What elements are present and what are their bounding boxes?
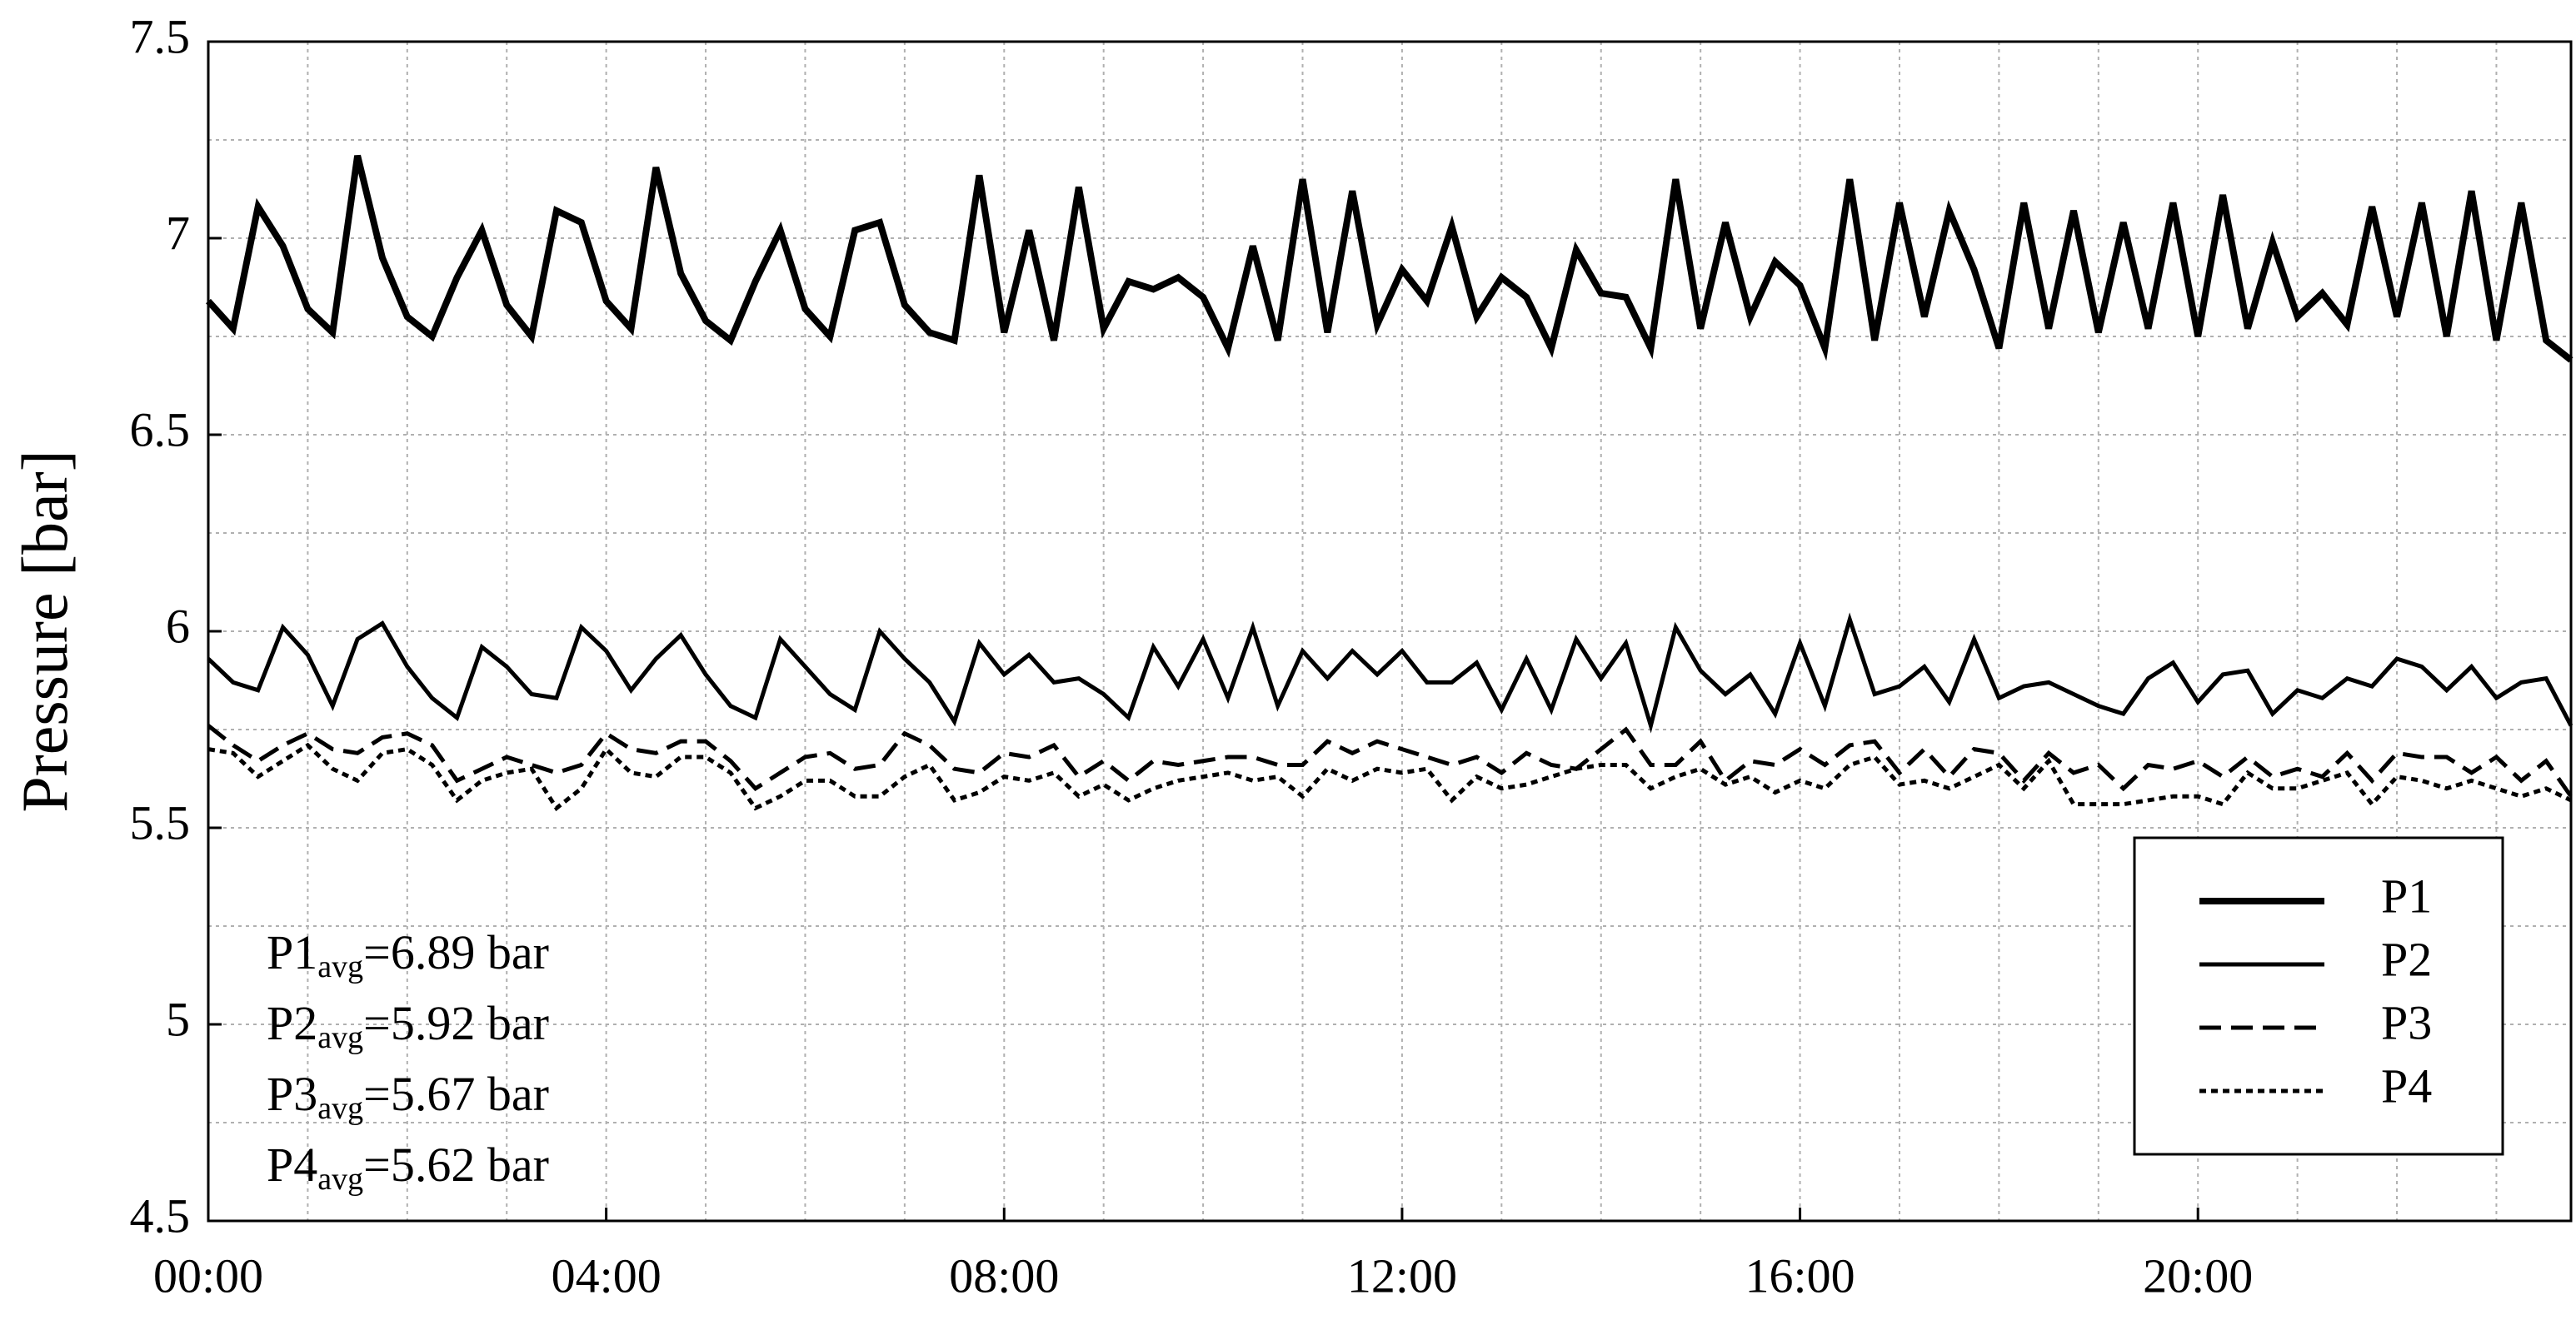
y-tick-label: 6 <box>166 599 190 653</box>
x-tick-label: 16:00 <box>1745 1248 1855 1303</box>
annotation-text: =5.62 bar <box>363 1138 549 1192</box>
y-axis-label: Pressure [bar] <box>8 450 81 812</box>
annotation-text: =5.67 bar <box>363 1067 549 1121</box>
annotation-text: =5.92 bar <box>363 996 549 1050</box>
annotation-subscript: avg <box>317 1020 363 1055</box>
annotation-label: P4 <box>267 1138 317 1192</box>
x-tick-label: 20:00 <box>2143 1248 2253 1303</box>
legend-label: P2 <box>2381 932 2432 986</box>
series-line <box>207 724 2574 798</box>
legend-box <box>2133 836 2504 1156</box>
legend-label: P3 <box>2381 995 2432 1049</box>
x-tick-label: 00:00 <box>153 1248 263 1303</box>
y-tick-label: 5.5 <box>130 795 191 849</box>
series-line <box>207 612 2574 734</box>
annotation-subscript: avg <box>317 949 363 984</box>
series-line <box>207 742 2573 812</box>
y-tick-label: 7.5 <box>130 9 191 63</box>
x-tick-label: 08:00 <box>949 1248 1059 1303</box>
plot-frame <box>207 40 2573 1223</box>
annotation: P2avg=5.92 bar <box>267 996 549 1054</box>
y-tick-label: 7 <box>166 206 190 260</box>
annotation: P1avg=6.89 bar <box>267 925 549 984</box>
x-tick-label: 12:00 <box>1347 1248 1457 1303</box>
y-tick-label: 5 <box>166 992 190 1046</box>
annotation: P4avg=5.62 bar <box>267 1138 549 1196</box>
annotation-label: P3 <box>267 1067 317 1121</box>
legend-label: P1 <box>2381 869 2432 923</box>
series-line <box>206 154 2574 363</box>
y-tick-label: 4.5 <box>130 1188 191 1243</box>
legend-label: P4 <box>2381 1058 2432 1113</box>
annotation-subscript: avg <box>317 1162 363 1197</box>
x-tick-label: 04:00 <box>552 1248 661 1303</box>
y-tick-label: 6.5 <box>130 402 191 456</box>
annotation-subscript: avg <box>317 1091 363 1126</box>
annotation-label: P2 <box>267 996 317 1050</box>
annotation: P3avg=5.67 bar <box>267 1067 549 1125</box>
annotation-text: =6.89 bar <box>363 925 549 979</box>
annotation-label: P1 <box>267 925 317 979</box>
